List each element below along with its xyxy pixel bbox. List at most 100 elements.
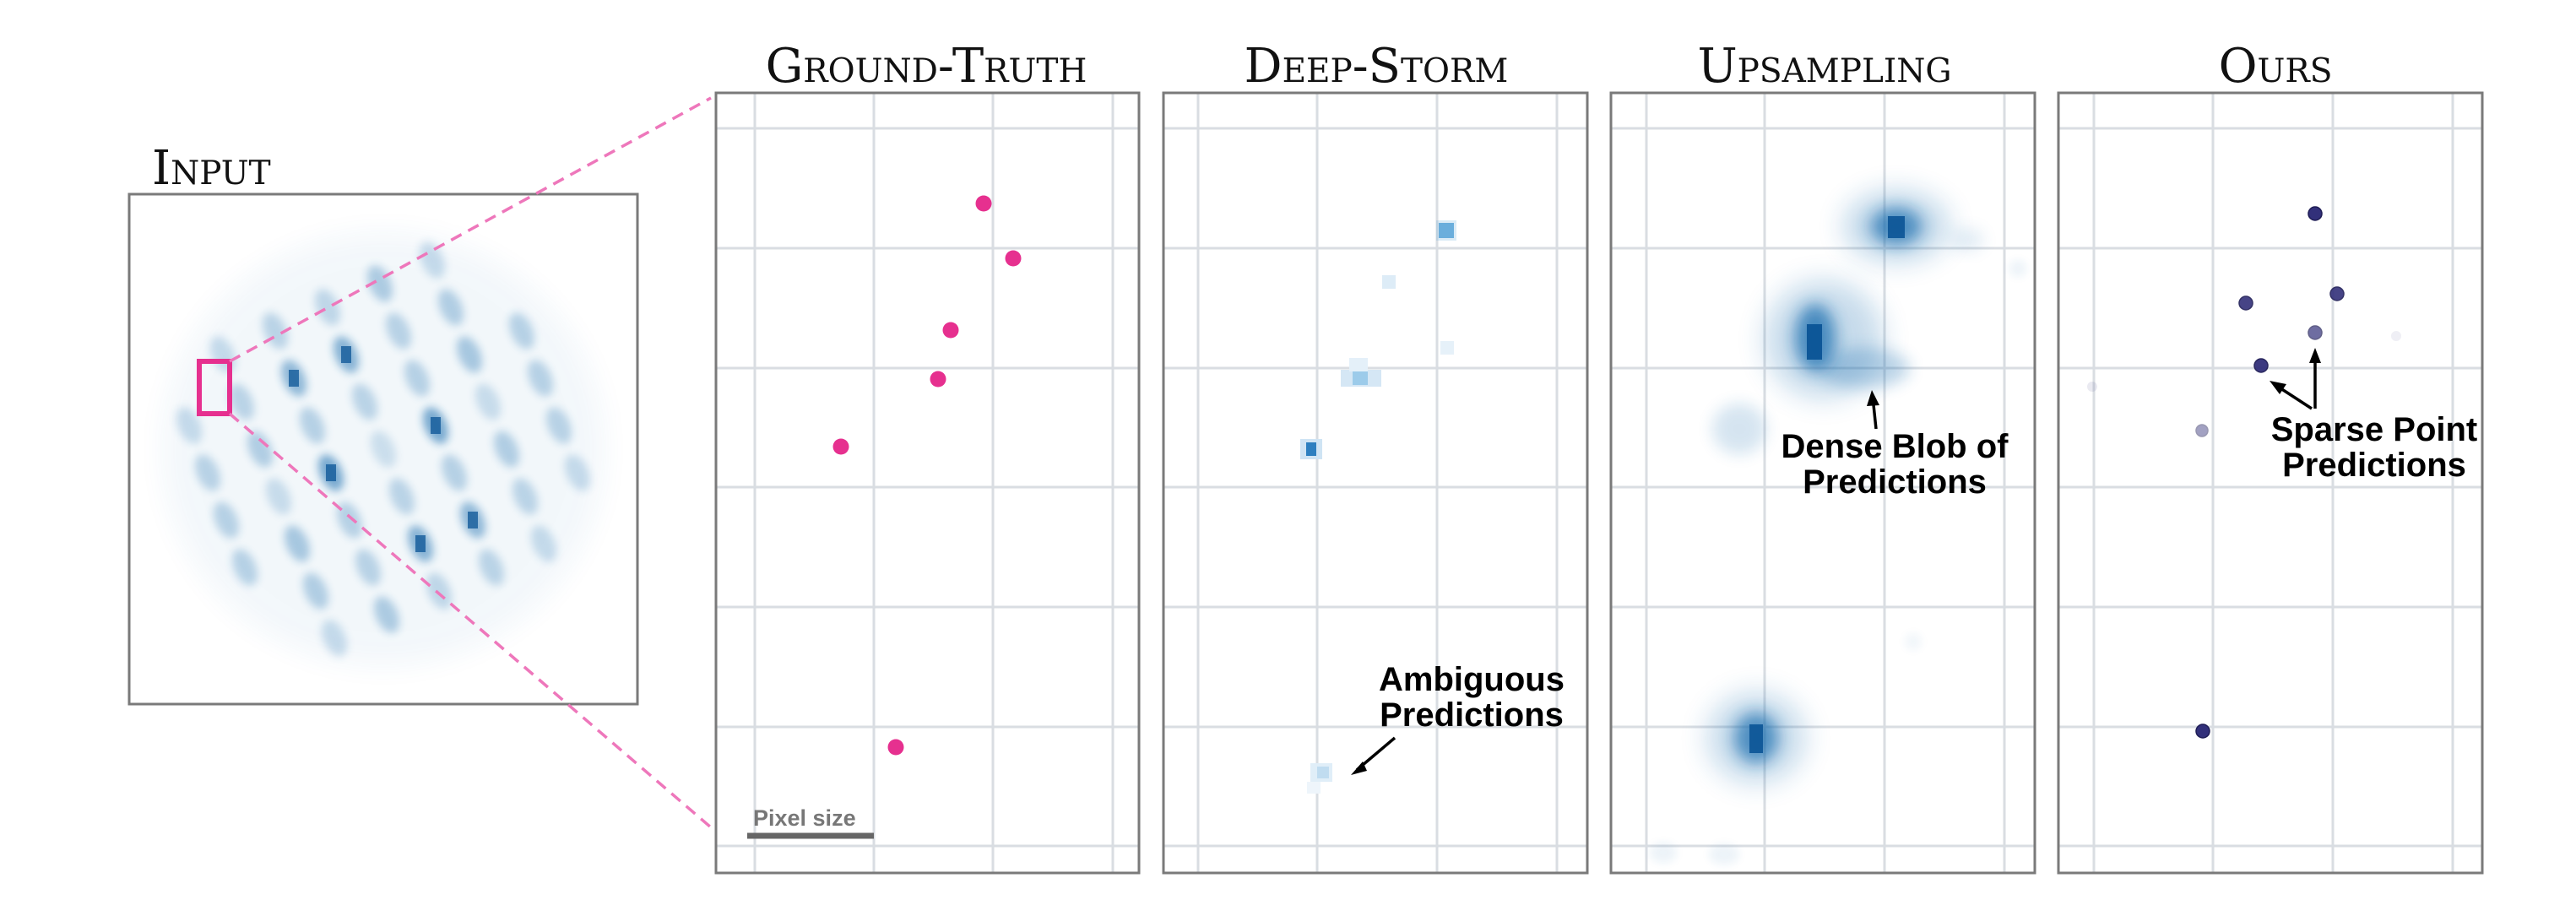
ground-truth-point	[975, 195, 992, 212]
input-emitter-blob	[527, 360, 554, 397]
input-emitter-blob	[213, 501, 240, 539]
ground-truth-frame	[714, 91, 1141, 875]
input-emitter-blob	[564, 454, 591, 491]
dense-blob-arrow	[1867, 390, 1879, 430]
input-emitter-core	[326, 464, 336, 481]
input-emitter-blob	[388, 478, 415, 515]
input-emitter-blob	[475, 383, 502, 420]
ground-truth-point	[942, 322, 959, 339]
input-emitter-blob	[299, 407, 326, 444]
prediction-point	[2087, 382, 2097, 392]
ours-title: Ours	[2219, 39, 2333, 94]
prediction-pixel	[1440, 341, 1454, 355]
prediction-pixel	[1307, 782, 1321, 794]
prediction-point	[2195, 424, 2209, 437]
sparse-arrows	[2270, 348, 2321, 410]
upsampling-panel: Upsampling Dens	[1609, 39, 2036, 875]
input-emitter-blob	[247, 431, 274, 468]
input-emitter-core	[431, 417, 441, 434]
input-emitter-blob	[456, 336, 483, 373]
ground-truth-point	[887, 739, 904, 756]
input-emitter-blob	[426, 572, 453, 610]
scale-bar-label: Pixel size	[753, 805, 856, 831]
prediction-pixel	[1382, 275, 1396, 289]
input-emitter-blob	[404, 360, 431, 397]
upsampling-title: Upsampling	[1697, 39, 1951, 94]
prediction-point	[2391, 331, 2401, 341]
deep-storm-predictions	[1300, 220, 1456, 794]
deep-storm-grid	[1163, 93, 1587, 873]
input-emitter-blob	[176, 407, 203, 444]
input-emitter-blob	[321, 620, 348, 657]
input-emitter-core	[289, 370, 299, 387]
input-emitter-blob	[194, 454, 221, 491]
ground-truth-point	[832, 438, 849, 455]
dense-blob-label-line1: Dense Blob of	[1782, 428, 2009, 465]
prediction-pixel	[1439, 223, 1454, 238]
input-emitter-blob	[530, 525, 557, 562]
upsampling-heatmap	[1650, 191, 2026, 865]
input-title: Input	[152, 141, 271, 196]
ground-truth-panel: Ground-Truth Pixel size	[714, 39, 1141, 875]
sparse-label-line1: Sparse Point	[2271, 411, 2478, 448]
prediction-point	[2308, 325, 2323, 340]
input-emitter-core	[468, 512, 478, 528]
dense-blob-label-line2: Predictions	[1803, 463, 1987, 501]
input-emitter-core	[341, 346, 351, 363]
ground-truth-title: Ground-Truth	[766, 39, 1087, 94]
ambiguous-arrow	[1351, 736, 1396, 775]
deep-storm-title: Deep-Storm	[1245, 39, 1509, 94]
prediction-point	[2238, 295, 2253, 311]
ours-panel: Ours Sparse Point Predictions	[2057, 39, 2484, 875]
input-panel: Input	[127, 141, 639, 706]
input-emitter-blob	[314, 289, 341, 326]
ours-predictions	[2087, 206, 2401, 739]
input-emitter-blob	[441, 454, 468, 491]
input-emitter-core	[415, 535, 426, 552]
input-emitter-blob	[512, 478, 539, 515]
ground-truth-point	[1005, 250, 1022, 267]
ground-truth-grid	[716, 93, 1139, 873]
input-emitter-blob	[373, 596, 400, 633]
input-emitter-blob	[355, 549, 382, 586]
ours-frame	[2057, 91, 2484, 875]
input-emitter-blob	[508, 312, 535, 350]
input-microscopy-image	[162, 232, 605, 666]
input-emitter-blob	[478, 549, 505, 586]
upsampling-frame	[1609, 91, 2036, 875]
prediction-point	[2195, 724, 2210, 739]
zoom-line-bottom	[228, 412, 713, 829]
input-emitter-blob	[265, 478, 292, 515]
input-emitter-blob	[493, 431, 520, 468]
prediction-pixel	[1306, 442, 1316, 456]
deep-storm-panel: Deep-Storm Ambiguous Predictions	[1162, 39, 1589, 875]
prediction-point	[2329, 286, 2345, 301]
input-emitter-blob	[419, 241, 446, 279]
input-frame	[127, 192, 639, 706]
ambiguous-label-line2: Predictions	[1380, 696, 1564, 734]
input-emitter-blob	[336, 501, 363, 539]
input-emitter-blob	[437, 289, 464, 326]
prediction-pixel	[1349, 358, 1368, 371]
sparse-label-line2: Predictions	[2282, 447, 2466, 484]
prediction-point	[2308, 206, 2323, 221]
deep-storm-frame	[1162, 91, 1589, 875]
input-emitter-blob	[228, 383, 255, 420]
input-emitter-blob	[385, 312, 412, 350]
prediction-pixel	[1317, 767, 1329, 778]
prediction-pixel-halo	[1436, 220, 1456, 241]
input-emitter-blob	[351, 383, 378, 420]
ours-grid	[2058, 93, 2482, 873]
input-emitter-blob	[545, 407, 572, 444]
prediction-pixel	[1353, 371, 1368, 385]
input-emitter-blob	[231, 549, 258, 586]
ambiguous-label-line1: Ambiguous	[1379, 661, 1565, 698]
input-emitter-blob	[370, 431, 397, 468]
zoom-line-top	[229, 96, 712, 363]
zoom-region-box	[197, 359, 232, 416]
input-emitter-blob	[302, 572, 329, 610]
prediction-point	[2253, 358, 2269, 373]
input-emitter-blob	[284, 525, 311, 562]
ground-truth-point	[930, 371, 946, 388]
